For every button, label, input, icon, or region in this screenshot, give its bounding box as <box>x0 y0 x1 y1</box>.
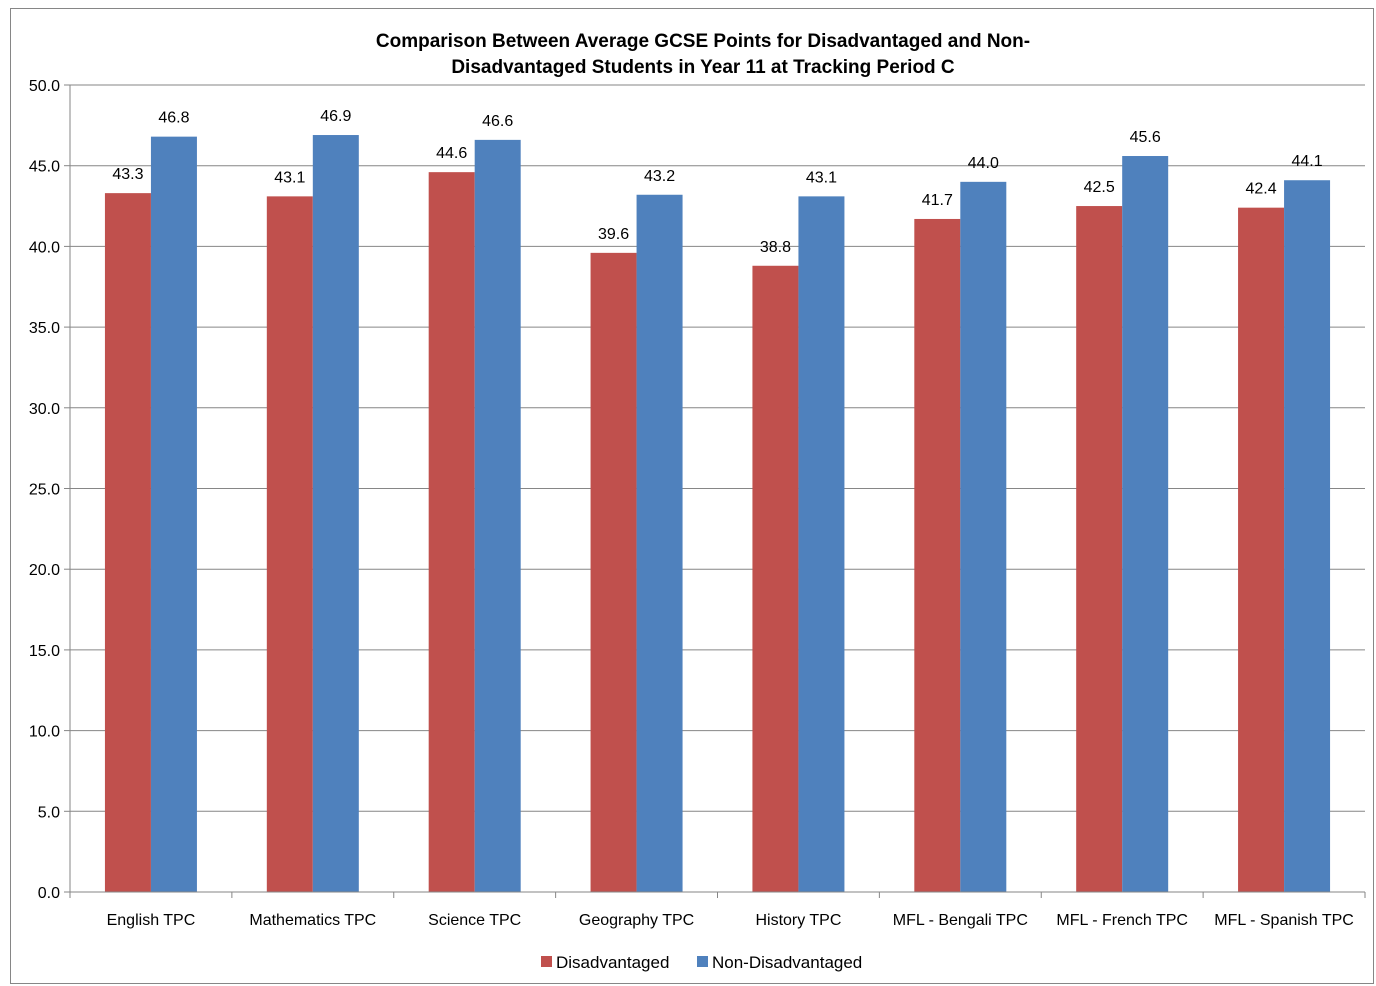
y-tick-label: 20.0 <box>29 562 60 579</box>
data-label: 46.9 <box>320 108 351 125</box>
bars <box>104 135 1331 893</box>
y-tick-label: 10.0 <box>29 724 60 741</box>
data-label: 39.6 <box>598 226 629 243</box>
data-label: 44.1 <box>1291 153 1322 170</box>
bar-disadvantaged <box>104 193 151 892</box>
y-axis-tick-labels: 0.0 5.0 10.0 15.0 20.0 25.0 30.0 35.0 40.0 45.0 50… <box>29 78 60 902</box>
bar-disadvantaged <box>590 252 637 892</box>
y-tick-label: 50.0 <box>29 78 60 95</box>
data-label: 42.5 <box>1084 179 1115 196</box>
y-tick-label: 5.0 <box>38 804 60 821</box>
legend: Disadvantaged Non-Disadvantaged <box>541 953 862 972</box>
data-label: 45.6 <box>1130 129 1161 146</box>
gridlines <box>64 84 1365 893</box>
x-axis-category-labels: English TPC Mathematics TPC Science TPC Geo… <box>107 912 1354 929</box>
data-label: 44.6 <box>436 145 467 162</box>
data-label: 38.8 <box>760 239 791 256</box>
bar-non-disadvantaged <box>150 136 197 892</box>
bar-non-disadvantaged <box>636 194 683 892</box>
y-tick-label: 35.0 <box>29 320 60 337</box>
legend-label: Non-Disadvantaged <box>712 953 862 972</box>
x-category-label: MFL - Bengali TPC <box>893 912 1028 929</box>
bar-non-disadvantaged <box>1284 180 1331 892</box>
x-category-label: MFL - Spanish TPC <box>1214 912 1354 929</box>
x-category-label: English TPC <box>107 912 196 929</box>
bar-disadvantaged <box>1238 207 1285 892</box>
y-tick-label: 25.0 <box>29 482 60 499</box>
bar-non-disadvantaged <box>798 196 845 893</box>
bar-disadvantaged <box>752 265 799 892</box>
data-label: 42.4 <box>1245 181 1276 198</box>
bar-non-disadvantaged <box>474 139 521 893</box>
data-labels: 43.3 46.8 43.1 46.9 44.6 46.6 39.6 43.2 38.8 43.1… <box>112 108 1322 256</box>
data-label: 46.6 <box>482 113 513 130</box>
legend-swatch <box>541 956 552 967</box>
data-label: 43.1 <box>274 169 305 186</box>
y-tick-label: 0.0 <box>38 885 60 902</box>
data-label: 43.1 <box>806 169 837 186</box>
bar-non-disadvantaged <box>312 135 359 892</box>
y-tick-label: 45.0 <box>29 159 60 176</box>
data-label: 46.8 <box>158 110 189 127</box>
x-category-label: Science TPC <box>428 912 521 929</box>
legend-swatch <box>697 956 708 967</box>
data-label: 41.7 <box>922 192 953 209</box>
chart-title-line-1: Comparison Between Average GCSE Points f… <box>376 31 1030 52</box>
chart-title: Comparison Between Average GCSE Points f… <box>376 31 1030 78</box>
axes <box>69 85 1366 898</box>
bar-disadvantaged <box>428 172 475 892</box>
bar-disadvantaged <box>1076 206 1123 893</box>
x-category-label: History TPC <box>755 912 841 929</box>
data-label: 43.2 <box>644 168 675 185</box>
data-label: 43.3 <box>112 166 143 183</box>
bar-disadvantaged <box>914 218 961 892</box>
y-tick-label: 40.0 <box>29 239 60 256</box>
x-category-label: Geography TPC <box>579 912 694 929</box>
y-tick-label: 15.0 <box>29 643 60 660</box>
bar-non-disadvantaged <box>1122 156 1169 893</box>
bar-non-disadvantaged <box>960 181 1007 893</box>
bar-disadvantaged <box>266 196 313 893</box>
legend-label: Disadvantaged <box>556 953 669 972</box>
chart-title-line-2: Disadvantaged Students in Year 11 at Tra… <box>451 57 955 78</box>
x-category-label: MFL - French TPC <box>1056 912 1188 929</box>
data-label: 44.0 <box>968 155 999 172</box>
y-tick-label: 30.0 <box>29 401 60 418</box>
x-category-label: Mathematics TPC <box>249 912 376 929</box>
